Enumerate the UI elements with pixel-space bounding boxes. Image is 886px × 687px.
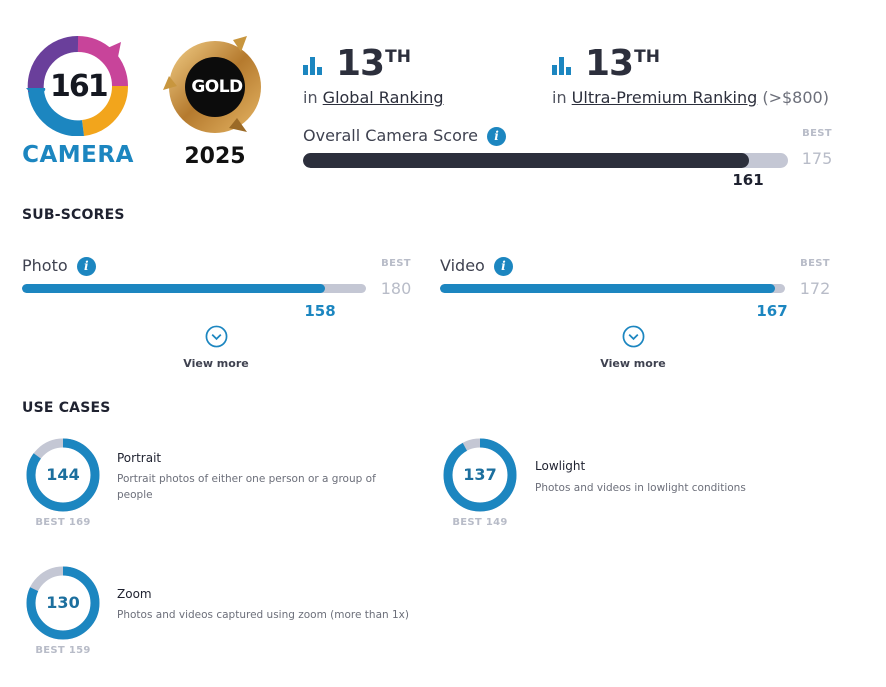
global-ranking-prefix: in bbox=[303, 88, 323, 107]
video-info-icon[interactable]: i bbox=[493, 257, 513, 276]
gold-medal-icon bbox=[163, 36, 261, 133]
portrait-ring-chart bbox=[26, 438, 100, 512]
zoom-best: BEST 159 bbox=[35, 645, 91, 656]
camera-score: 161 bbox=[50, 69, 109, 104]
photo-view-more-button[interactable]: View more bbox=[176, 325, 256, 370]
overall-best-label: BEST bbox=[802, 128, 832, 139]
camera-badge-ring-icon bbox=[26, 36, 129, 136]
ultra-premium-ranking-line: in Ultra-Premium Ranking (>$800) bbox=[552, 88, 829, 107]
video-view-more-label: View more bbox=[600, 357, 666, 370]
global-rank-suffix: TH bbox=[385, 47, 411, 67]
overall-score-bar-fill bbox=[303, 153, 750, 168]
overall-score-value: 161 bbox=[732, 171, 764, 189]
lowlight-score-ring: 137 bbox=[443, 438, 517, 512]
global-ranking-icon bbox=[303, 57, 327, 75]
photo-best-label: BEST bbox=[381, 258, 411, 269]
ultra-premium-rank: 13TH bbox=[585, 43, 660, 84]
zoom-score-ring: 130 bbox=[26, 566, 100, 640]
video-label-row: Video i bbox=[440, 256, 513, 276]
overall-best-value: 175 bbox=[801, 149, 833, 168]
price-range-note: (>$800) bbox=[757, 88, 829, 107]
portrait-score-ring: 144 bbox=[26, 438, 100, 512]
overall-score-label-row: Overall Camera Score i bbox=[303, 126, 507, 146]
photo-score-value: 158 bbox=[304, 302, 336, 320]
video-view-more-button[interactable]: View more bbox=[593, 325, 673, 370]
photo-best-value: 180 bbox=[380, 279, 412, 298]
video-score-bar-fill bbox=[440, 284, 775, 293]
ultra-premium-ranking-link[interactable]: Ultra-Premium Ranking bbox=[571, 88, 758, 107]
global-ranking-link[interactable]: Global Ranking bbox=[322, 88, 444, 107]
camera-score-badge: 161 bbox=[22, 36, 134, 136]
video-label: Video bbox=[440, 256, 485, 275]
portrait-title: Portrait bbox=[117, 451, 162, 465]
photo-label: Photo bbox=[22, 256, 68, 275]
global-rank-number: 13 bbox=[336, 43, 385, 84]
ultra-premium-rank-number: 13 bbox=[585, 43, 634, 84]
lowlight-ring-chart bbox=[443, 438, 517, 512]
global-ranking-line: in Global Ranking bbox=[303, 88, 444, 107]
photo-label-row: Photo i bbox=[22, 256, 96, 276]
use-cases-title: USE CASES bbox=[22, 400, 111, 416]
portrait-score: 144 bbox=[46, 465, 80, 484]
ultra-premium-ranking-prefix: in bbox=[552, 88, 572, 107]
chevron-down-icon bbox=[205, 325, 227, 348]
lowlight-description: Photos and videos in lowlight conditions bbox=[535, 482, 746, 494]
video-score-value: 167 bbox=[756, 302, 788, 320]
zoom-score: 130 bbox=[46, 593, 80, 612]
photo-score-bar-fill bbox=[22, 284, 325, 293]
gold-label: GOLD bbox=[191, 77, 243, 97]
ultra-premium-ranking-icon bbox=[552, 57, 576, 75]
video-score-bar bbox=[440, 284, 785, 293]
lowlight-best: BEST 149 bbox=[452, 517, 508, 528]
photo-score-bar bbox=[22, 284, 366, 293]
video-best-value: 172 bbox=[799, 279, 831, 298]
camera-label: CAMERA bbox=[22, 142, 134, 168]
chevron-down-icon bbox=[622, 325, 644, 348]
photo-view-more-label: View more bbox=[183, 357, 249, 370]
gold-award-badge: GOLD bbox=[161, 36, 267, 138]
ultra-premium-rank-suffix: TH bbox=[634, 47, 660, 67]
portrait-description: Portrait photos of either one person or … bbox=[117, 473, 376, 501]
overall-score-label: Overall Camera Score bbox=[303, 126, 478, 145]
portrait-best: BEST 169 bbox=[35, 517, 91, 528]
photo-info-icon[interactable]: i bbox=[76, 257, 96, 276]
subscores-title: SUB-SCORES bbox=[22, 207, 125, 223]
award-year: 2025 bbox=[184, 144, 246, 169]
zoom-ring-chart bbox=[26, 566, 100, 640]
zoom-description: Photos and videos captured using zoom (m… bbox=[117, 609, 409, 621]
lowlight-title: Lowlight bbox=[535, 459, 586, 473]
overall-score-bar bbox=[303, 153, 788, 168]
zoom-title: Zoom bbox=[117, 587, 152, 601]
global-rank: 13TH bbox=[336, 43, 411, 84]
overall-info-icon[interactable]: i bbox=[487, 127, 507, 146]
lowlight-score: 137 bbox=[463, 465, 497, 484]
video-best-label: BEST bbox=[800, 258, 830, 269]
